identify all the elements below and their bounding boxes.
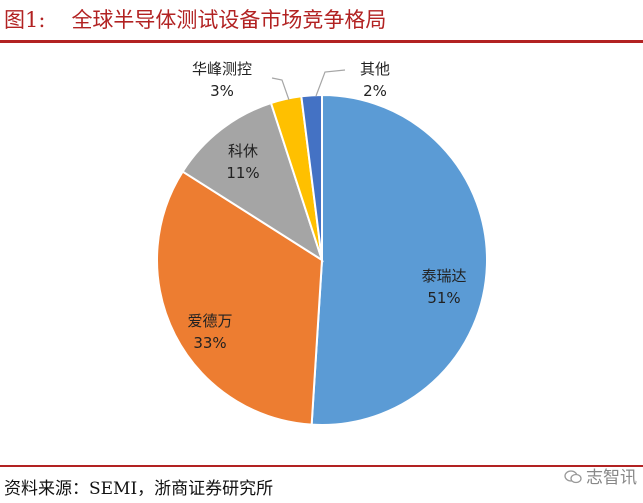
slice-value-label-2: 33% (193, 334, 226, 352)
source-rule (0, 465, 643, 467)
figure-number: 图1: (4, 8, 46, 32)
slice-value-label-4: 3% (210, 82, 234, 100)
wechat-icon (564, 469, 582, 483)
watermark-text: 志智讯 (586, 468, 637, 488)
figure-title-text: 全球半导体测试设备市场竞争格局 (71, 8, 387, 32)
slice-name-label-3: 科休 (228, 142, 258, 160)
pie-slice-3 (181, 101, 324, 263)
slice-value-label-5: 2% (363, 82, 387, 100)
figure-title: 图1: 全球半导体测试设备市场竞争格局 (4, 4, 386, 36)
slice-name-label-1: 泰瑞达 (421, 267, 466, 285)
slice-name-label-4: 华峰测控 (192, 60, 252, 78)
pie-slice-1 (310, 93, 488, 426)
pie-slice-5 (300, 93, 323, 261)
slice-value-label-3: 11% (226, 164, 259, 182)
slice-name-label-5: 其他 (360, 60, 390, 78)
watermark: 志智讯 (564, 463, 637, 488)
leader-line-4 (271, 77, 290, 101)
slice-name-label-2: 爱德万 (187, 312, 232, 330)
leader-line-5 (315, 69, 346, 97)
source-note: 资料来源：SEMI，浙商证券研究所 (4, 479, 274, 499)
slice-value-label-1: 51% (427, 289, 460, 307)
title-rule (0, 40, 643, 43)
